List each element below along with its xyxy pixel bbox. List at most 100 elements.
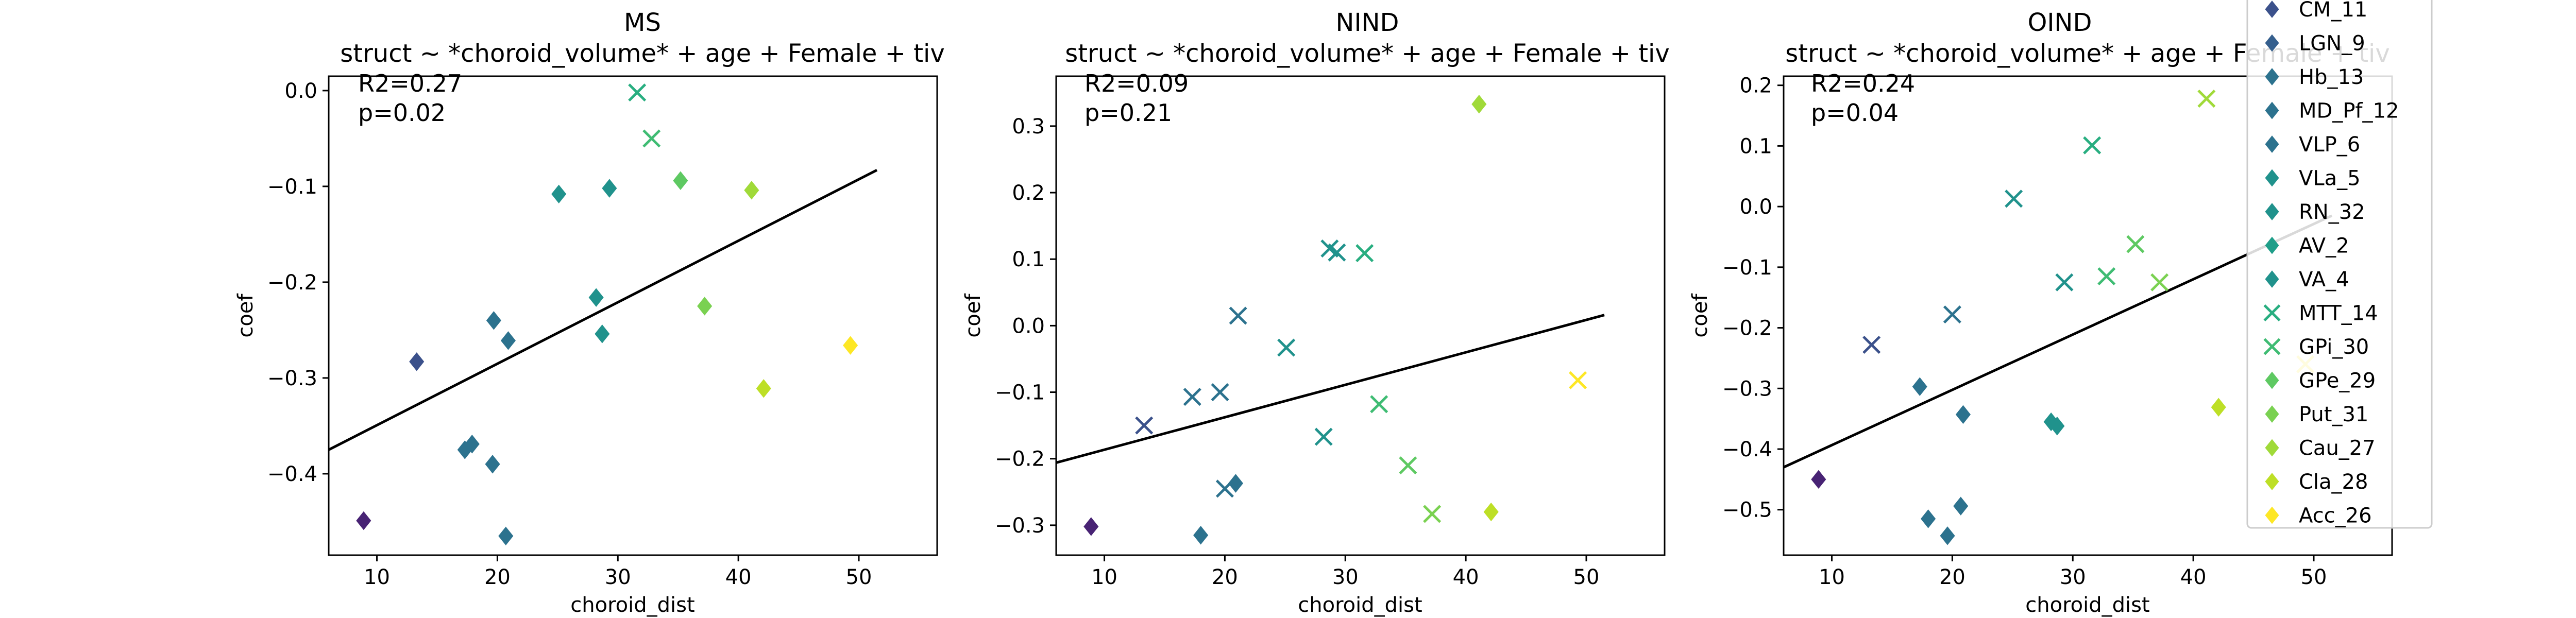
data-point: [1912, 377, 1927, 396]
x-tick-label: 10: [1091, 565, 1117, 589]
y-tick-label: −0.3: [267, 367, 317, 390]
data-point: [843, 336, 858, 355]
data-point: [356, 511, 371, 530]
data-point: [602, 179, 617, 198]
data-point: [500, 331, 516, 350]
y-tick-label: −0.4: [267, 462, 317, 486]
data-point: [1921, 509, 1936, 528]
data-point: [1277, 338, 1296, 357]
y-tick-label: 0.0: [1012, 314, 1045, 338]
x-tick-label: 40: [1453, 565, 1479, 589]
legend-label: MD_Pf_12: [2299, 99, 2399, 123]
legend-diamond-marker: [2265, 34, 2279, 52]
panel-title: MS: [624, 8, 661, 37]
legend-entry: VLa_5: [2265, 167, 2361, 191]
y-tick-label: −0.1: [1722, 256, 1772, 280]
legend-label: VLP_6: [2299, 133, 2360, 157]
legend-label: Acc_26: [2299, 504, 2372, 528]
data-point: [1423, 505, 1442, 523]
legend-diamond-marker: [2265, 203, 2279, 220]
legend-label: LGN_9: [2299, 32, 2365, 56]
legend-x-marker: [2263, 338, 2281, 355]
y-tick-label: 0.1: [1739, 134, 1772, 158]
data-point: [744, 181, 759, 200]
legend-entry: Cau_27: [2265, 437, 2376, 460]
x-tick-label: 20: [484, 565, 511, 589]
legend-diamond-marker: [2265, 169, 2279, 187]
legend-label: AV_2: [2299, 234, 2349, 258]
legend-entry: MTT_14: [2263, 302, 2378, 325]
legend-entry: Cla_28: [2265, 470, 2368, 494]
regression-line: [328, 169, 878, 451]
panel-title: OIND: [2028, 8, 2092, 37]
data-point: [1211, 383, 1229, 402]
x-tick-label: 20: [1212, 565, 1238, 589]
p-annotation: p=0.21: [1084, 99, 1172, 127]
data-point: [1953, 496, 1969, 516]
data-point: [2049, 417, 2065, 436]
y-tick-label: 0.0: [284, 79, 317, 103]
data-point: [1399, 456, 1417, 475]
data-point: [1943, 305, 1961, 324]
legend-entry: GPe_29: [2265, 369, 2376, 393]
legend-diamond-marker: [2265, 101, 2279, 119]
data-point: [498, 526, 514, 545]
p-annotation: p=0.04: [1811, 99, 1899, 127]
data-point: [2150, 273, 2169, 291]
legend-entry: LGN_9: [2265, 32, 2365, 56]
axes-frame: [1055, 75, 1666, 556]
legend-entry: Hb_13: [2265, 65, 2364, 89]
data-point: [2197, 90, 2216, 108]
legend-label: Put_31: [2299, 403, 2368, 426]
legend-label: RN_32: [2299, 200, 2365, 224]
data-point: [485, 455, 500, 474]
legend-diamond-marker: [2265, 439, 2279, 457]
data-point: [1370, 395, 1388, 414]
legend-label: CM_11: [2299, 0, 2367, 22]
panel-ms: MS struct ~ *choroid_volume* + age + Fem…: [234, 8, 945, 617]
panel-nind: NIND struct ~ *choroid_volume* + age + F…: [961, 8, 1670, 617]
data-point: [1862, 335, 1881, 354]
legend-label: GPi_30: [2299, 335, 2369, 359]
legend-entry: MD_Pf_12: [2265, 99, 2399, 123]
data-point: [1229, 306, 1247, 325]
data-point: [642, 129, 661, 148]
y-axis-label: coef: [234, 294, 258, 338]
x-tick-label: 50: [846, 565, 872, 589]
data-point: [697, 297, 713, 316]
y-tick-label: −0.1: [267, 175, 317, 199]
x-tick-label: 40: [725, 565, 752, 589]
data-point: [1955, 405, 1971, 424]
y-tick-label: −0.5: [1722, 499, 1772, 522]
legend-entry: AV_2: [2265, 234, 2349, 258]
data-point: [2005, 190, 2023, 208]
legend-label: VA_4: [2299, 268, 2349, 291]
x-tick-label: 10: [1819, 565, 1845, 589]
data-point: [1183, 388, 1201, 406]
y-tick-label: −0.4: [1722, 438, 1772, 461]
data-point: [1328, 243, 1346, 262]
legend-diamond-marker: [2265, 473, 2279, 490]
data-point: [1135, 416, 1154, 435]
data-point: [1228, 474, 1244, 493]
r2-annotation: R2=0.27: [358, 70, 462, 97]
data-point: [551, 184, 567, 203]
legend-label: VLa_5: [2299, 167, 2361, 191]
y-tick-label: 0.0: [1739, 195, 1772, 219]
legend-label: Cau_27: [2299, 437, 2376, 460]
legend-entry: VLP_6: [2265, 133, 2360, 157]
x-axis-label: choroid_dist: [2025, 593, 2149, 617]
data-point: [673, 171, 688, 190]
y-tick-label: −0.3: [995, 514, 1045, 538]
legend-diamond-marker: [2265, 68, 2279, 85]
x-tick-label: 10: [364, 565, 390, 589]
x-tick-label: 30: [1332, 565, 1359, 589]
regression-line: [1056, 314, 1605, 464]
data-point: [2126, 235, 2145, 253]
plot-area-nind: 10 20 30 40 50 −0.3 −0.2 −0.1 0.0 0.1 0.2 0.3: [995, 95, 1605, 589]
legend: CM_11 LGN_9 Hb_13 MD_Pf_12 VLP_6 VLa_5 RN_32 AV…: [2246, 0, 2433, 529]
r2-annotation: R2=0.24: [1811, 70, 1915, 97]
legend-entry: GPi_30: [2263, 335, 2369, 359]
legend-diamond-marker: [2265, 135, 2279, 153]
